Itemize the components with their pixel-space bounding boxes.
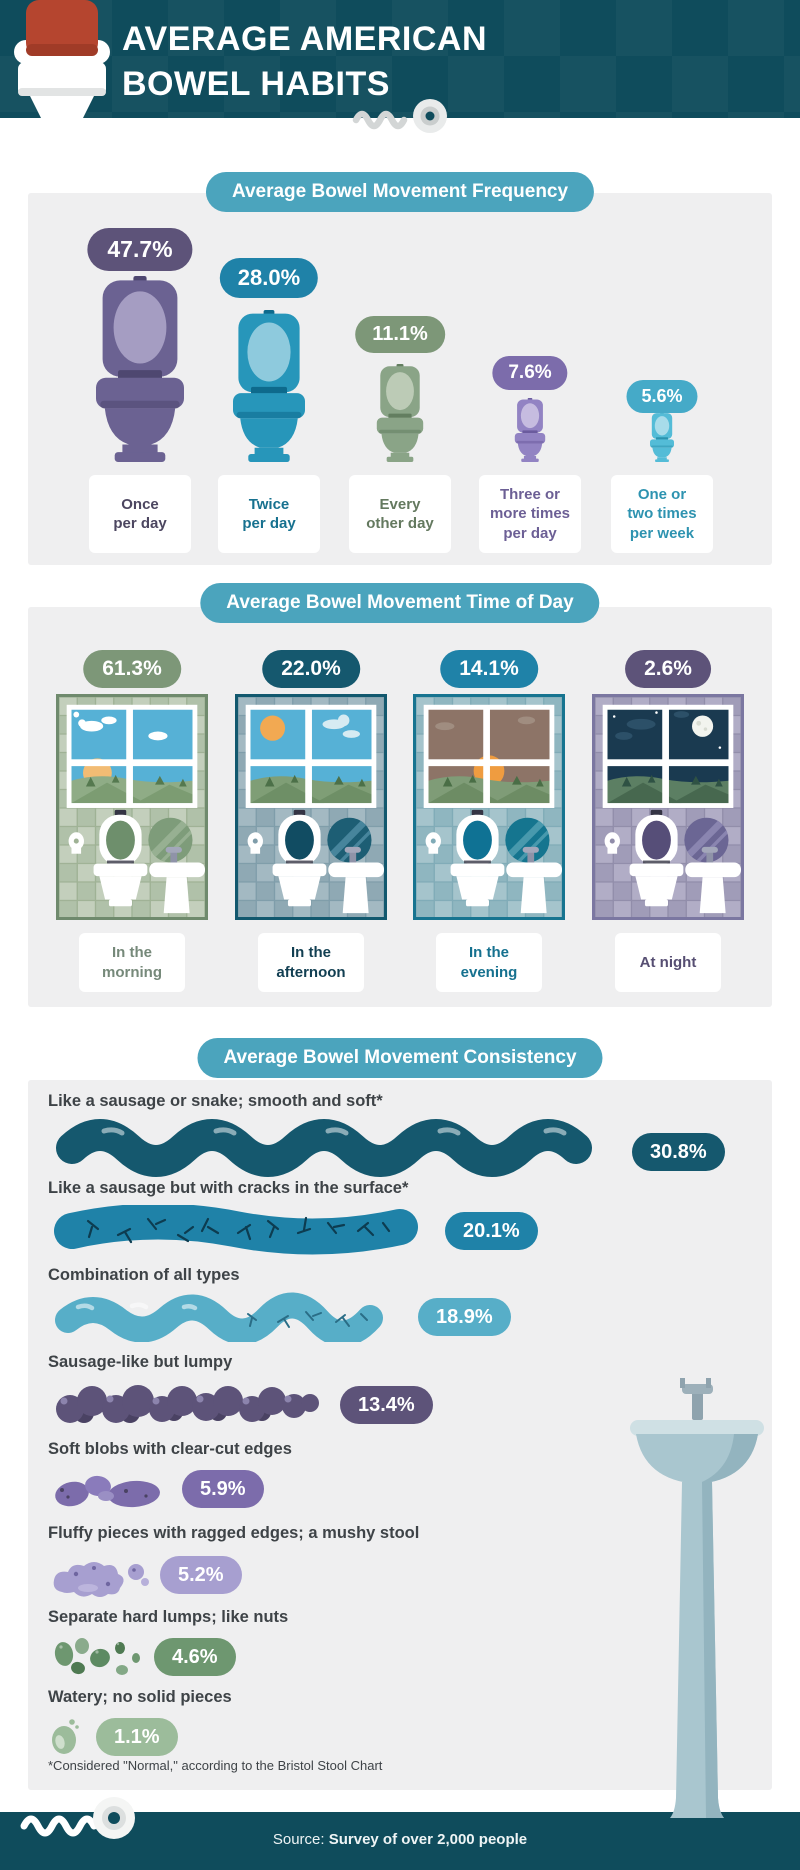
percent-badge: 18.9% <box>418 1298 511 1336</box>
footnote: *Considered "Normal," according to the B… <box>48 1758 383 1773</box>
percent-badge: 28.0% <box>219 258 319 298</box>
page-title-line2: BOWEL HABITS <box>122 64 390 103</box>
percent-badge: 2.6% <box>625 650 711 688</box>
category-label: Once per day <box>89 475 191 553</box>
percent-badge: 7.6% <box>492 356 568 390</box>
category-label: Every other day <box>349 475 451 553</box>
percent-badge: 1.1% <box>96 1718 178 1756</box>
category-label: Three or more times per day <box>479 475 581 553</box>
bathroom-scene-afternoon <box>235 694 387 920</box>
percent-badge: 20.1% <box>445 1212 538 1250</box>
consistency-label: Fluffy pieces with ragged edges; a mushy… <box>48 1524 420 1542</box>
percent-badge: 13.4% <box>340 1386 433 1424</box>
percent-badge: 5.9% <box>182 1470 264 1508</box>
percent-badge: 5.2% <box>160 1556 242 1594</box>
stool-hard-lumps-illustration <box>54 1638 140 1675</box>
toilet-illustration <box>233 310 305 462</box>
toilet-paper-icon <box>352 99 447 133</box>
toilet-illustration <box>650 412 674 462</box>
percent-badge: 4.6% <box>154 1638 236 1676</box>
stool-cracked-sausage-illustration <box>54 1205 418 1255</box>
page-title-line1: AVERAGE AMERICAN <box>122 20 488 58</box>
toilet-illustration <box>376 364 424 462</box>
stool-fluffy-pieces-illustration <box>53 1562 149 1597</box>
bathroom-scene-morning <box>56 694 208 920</box>
bathroom-scene-evening <box>413 694 565 920</box>
category-label: One or two times per week <box>611 475 713 553</box>
footer: Source: Survey of over 2,000 people <box>0 1812 800 1870</box>
consistency-label: Like a sausage but with cracks in the su… <box>48 1179 409 1197</box>
consistency-label: Combination of all types <box>48 1266 240 1284</box>
consistency-label: Sausage-like but lumpy <box>48 1353 233 1371</box>
bathroom-scene-night <box>592 694 744 920</box>
category-label: Twice per day <box>218 475 320 553</box>
stool-watery-drop-illustration <box>52 1719 79 1754</box>
section-title-consistency: Average Bowel Movement Consistency <box>197 1038 603 1078</box>
section-title-frequency: Average Bowel Movement Frequency <box>205 172 595 212</box>
category-label: At night <box>615 933 721 992</box>
cons istency-label: Soft blobs with clear-cut edges <box>48 1440 292 1458</box>
header: AVERAGE AMERICAN BOWEL HABITS <box>0 0 800 133</box>
section-title-time-of-day: Average Bowel Movement Time of Day <box>200 583 600 623</box>
source-label: Source: <box>272 1831 325 1848</box>
toilet-illustration <box>514 398 546 462</box>
consistency-label: Separate hard lumps; like nuts <box>48 1608 289 1626</box>
category-label: In the afternoon <box>258 933 364 992</box>
toilet-illustration <box>96 276 184 462</box>
percent-badge: 30.8% <box>632 1133 725 1171</box>
stool-soft-blobs-illustration <box>55 1475 160 1508</box>
page-title: AVERAGE AMERICAN BOWEL HABITS <box>122 17 487 107</box>
source-text: Source: Survey of over 2,000 people <box>0 1831 800 1848</box>
category-label: In the morning <box>79 933 185 992</box>
percent-badge: 47.7% <box>87 228 193 271</box>
category-label: In the evening <box>436 933 542 992</box>
sink-icon <box>630 1378 764 1818</box>
stool-combination-illustration <box>55 1292 383 1342</box>
percent-badge: 14.1% <box>440 650 538 688</box>
stool-smooth-sausage-illustration <box>56 1119 592 1177</box>
source-value: Survey of over 2,000 people <box>328 1831 528 1848</box>
consistency-label: Watery; no solid pieces <box>48 1688 232 1706</box>
stool-lumpy-sausage-illustration <box>56 1385 319 1423</box>
percent-badge: 22.0% <box>262 650 360 688</box>
toilet-paper-icon <box>20 1797 135 1839</box>
consistency-label: Like a sausage or snake; smooth and soft… <box>48 1092 383 1110</box>
percent-badge: 61.3% <box>83 650 181 688</box>
percent-badge: 11.1% <box>355 316 445 353</box>
percent-badge: 5.6% <box>626 380 698 413</box>
toilet-icon <box>14 0 110 120</box>
